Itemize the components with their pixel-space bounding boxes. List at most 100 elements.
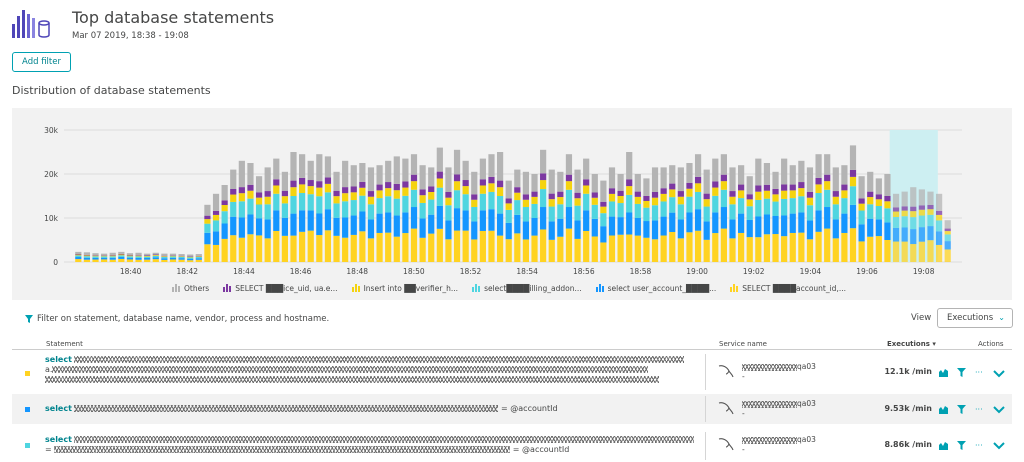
bar-segment-cyan[interactable]: [385, 196, 392, 213]
bar-segment-others[interactable]: [324, 156, 332, 178]
bar-segment-purple[interactable]: [720, 174, 727, 182]
bar-segment-blue[interactable]: [806, 220, 814, 240]
bar-segment-yellow[interactable]: [763, 190, 771, 199]
bar-segment-others[interactable]: [583, 158, 590, 180]
bar-segment-blue[interactable]: [910, 229, 917, 245]
bar-segment-blue[interactable]: [419, 218, 426, 238]
bar-segment-yellow[interactable]: [669, 189, 676, 198]
bar-segment-cyan[interactable]: [557, 204, 564, 219]
bar-segment-gold[interactable]: [333, 235, 340, 262]
bar-segment-gold[interactable]: [617, 234, 624, 262]
bar-segment-cyan[interactable]: [445, 205, 452, 221]
service-name[interactable]: qa03 -: [742, 399, 816, 418]
bar-segment-gold[interactable]: [669, 231, 676, 262]
bar-segment-others[interactable]: [617, 174, 624, 191]
bar-segment-purple[interactable]: [101, 255, 108, 256]
bar-segment-cyan[interactable]: [935, 220, 943, 232]
bar-segment-purple[interactable]: [496, 180, 504, 188]
bar-segment-yellow[interactable]: [152, 255, 159, 256]
bar-segment-blue[interactable]: [626, 212, 633, 235]
bar-segment-others[interactable]: [841, 165, 848, 185]
bar-segment-blue[interactable]: [204, 232, 211, 245]
bar-segment-gold[interactable]: [815, 231, 822, 262]
bar-segment-others[interactable]: [126, 253, 134, 256]
bar-segment-purple[interactable]: [290, 180, 297, 188]
bar-segment-gold[interactable]: [686, 232, 693, 262]
bar-segment-yellow[interactable]: [83, 255, 91, 257]
bar-segment-yellow[interactable]: [643, 200, 650, 208]
bar-segment-blue[interactable]: [290, 213, 297, 236]
bar-segment-purple[interactable]: [583, 179, 590, 186]
bar-segment-yellow[interactable]: [944, 231, 951, 235]
bar-segment-purple[interactable]: [901, 206, 908, 211]
bar-segment-purple[interactable]: [927, 204, 934, 210]
bar-segment-yellow[interactable]: [910, 211, 917, 218]
bar-segment-blue[interactable]: [161, 258, 168, 260]
bar-segment-blue[interactable]: [75, 257, 82, 260]
bar-segment-yellow[interactable]: [746, 199, 753, 207]
bar-segment-others[interactable]: [307, 160, 314, 181]
bar-segment-purple[interactable]: [806, 192, 814, 198]
bar-segment-cyan[interactable]: [729, 204, 736, 220]
bar-segment-others[interactable]: [290, 152, 297, 181]
bar-segment-others[interactable]: [359, 163, 366, 182]
bar-segment-yellow[interactable]: [169, 255, 177, 257]
bar-segment-gold[interactable]: [299, 231, 306, 262]
bar-segment-blue[interactable]: [324, 209, 332, 231]
bar-segment-others[interactable]: [677, 167, 684, 192]
bar-segment-gold[interactable]: [565, 228, 573, 262]
bar-segment-gold[interactable]: [660, 235, 667, 262]
bar-segment-gold[interactable]: [75, 259, 82, 262]
bar-segment-yellow[interactable]: [307, 186, 314, 195]
bar-segment-yellow[interactable]: [488, 183, 495, 192]
bar-segment-blue[interactable]: [540, 207, 547, 230]
bar-segment-yellow[interactable]: [686, 188, 693, 197]
bar-segment-blue[interactable]: [669, 212, 676, 232]
bar-segment-blue[interactable]: [712, 212, 719, 234]
bar-segment-gold[interactable]: [92, 259, 99, 262]
bar-segment-yellow[interactable]: [935, 214, 943, 221]
bar-segment-others[interactable]: [522, 171, 530, 195]
bar-segment-blue[interactable]: [798, 212, 805, 233]
bar-segment-gold[interactable]: [221, 238, 228, 262]
bar-segment-gold[interactable]: [479, 230, 486, 262]
bar-segment-others[interactable]: [238, 160, 245, 188]
bar-segment-blue[interactable]: [333, 217, 340, 236]
bar-segment-others[interactable]: [178, 254, 185, 256]
bar-segment-cyan[interactable]: [342, 201, 349, 218]
bar-segment-gold[interactable]: [126, 259, 134, 262]
bar-segment-blue[interactable]: [281, 217, 288, 236]
bar-segment-purple[interactable]: [763, 184, 771, 191]
bar-segment-yellow[interactable]: [393, 190, 400, 199]
bar-segment-purple[interactable]: [92, 255, 99, 256]
bar-segment-others[interactable]: [660, 167, 667, 189]
bar-segment-gold[interactable]: [316, 235, 323, 262]
bar-segment-cyan[interactable]: [428, 199, 435, 215]
bar-segment-purple[interactable]: [212, 210, 220, 215]
bar-segment-blue[interactable]: [135, 257, 142, 260]
bar-segment-blue[interactable]: [918, 227, 925, 242]
legend-item-series-4[interactable]: select user_account_████...: [595, 281, 716, 295]
bar-segment-cyan[interactable]: [195, 256, 202, 259]
bar-segment-purple[interactable]: [789, 184, 796, 191]
more-actions-icon[interactable]: ···: [975, 367, 983, 377]
expand-chevron-icon[interactable]: [993, 370, 1005, 378]
more-actions-icon[interactable]: ···: [975, 440, 983, 450]
bar-segment-blue[interactable]: [849, 204, 857, 229]
bar-segment-purple[interactable]: [428, 186, 435, 192]
bar-segment-blue[interactable]: [83, 257, 91, 260]
bar-segment-purple[interactable]: [608, 188, 616, 194]
bar-segment-gold[interactable]: [238, 237, 245, 262]
bar-segment-yellow[interactable]: [505, 203, 512, 210]
bar-segment-gold[interactable]: [118, 258, 125, 262]
bar-segment-cyan[interactable]: [118, 255, 125, 257]
bar-segment-others[interactable]: [832, 167, 839, 192]
bar-segment-blue[interactable]: [118, 256, 125, 259]
bar-segment-cyan[interactable]: [496, 196, 504, 214]
bar-segment-purple[interactable]: [471, 194, 478, 200]
bar-segment-blue[interactable]: [471, 221, 478, 240]
bar-segment-blue[interactable]: [350, 215, 357, 235]
bar-segment-yellow[interactable]: [849, 176, 857, 187]
bar-segment-cyan[interactable]: [255, 204, 263, 219]
bar-segment-others[interactable]: [333, 171, 340, 191]
